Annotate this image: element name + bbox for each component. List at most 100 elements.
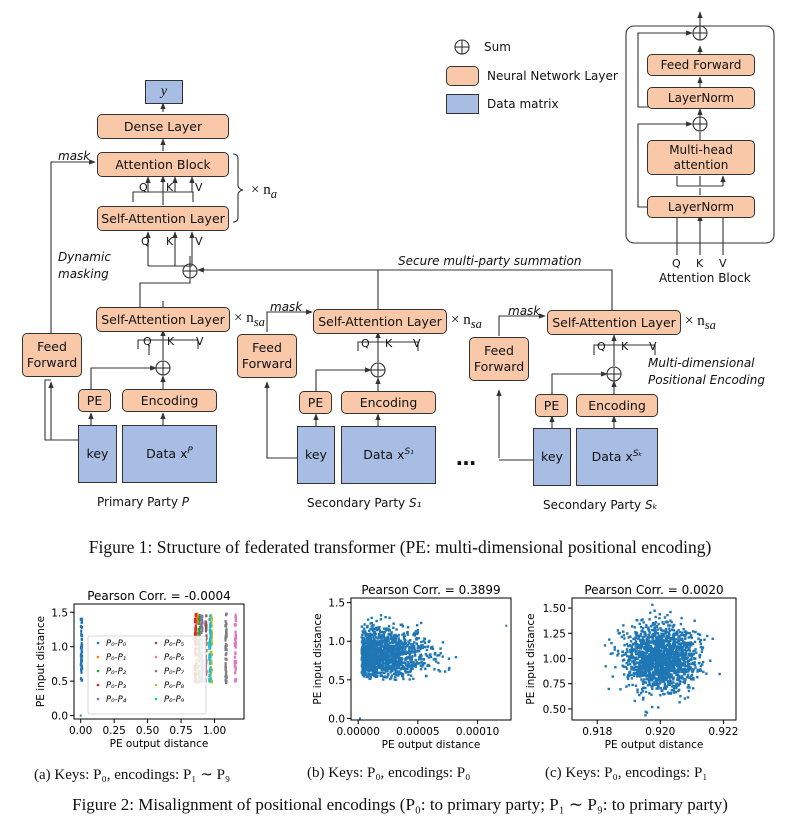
point [383, 638, 386, 642]
point [633, 666, 637, 669]
point [80, 670, 83, 674]
point [406, 661, 409, 664]
pk-data: Data xSₖ [576, 428, 658, 486]
point [654, 659, 657, 662]
point [208, 678, 211, 682]
point [650, 659, 653, 663]
point [667, 649, 670, 652]
point [628, 655, 631, 659]
legend-dm-label: Data matrix [487, 97, 559, 111]
point [403, 640, 407, 644]
point [407, 673, 410, 676]
pk-feed-forward: Feed Forward [469, 337, 529, 381]
point [368, 661, 372, 664]
point [667, 657, 670, 660]
point [372, 632, 376, 635]
point [642, 696, 645, 700]
point [657, 622, 660, 626]
p2-mask-label: mask [270, 300, 303, 314]
point [698, 654, 701, 657]
point [366, 645, 370, 648]
point [672, 647, 676, 650]
point [205, 627, 208, 631]
point [660, 675, 663, 679]
point [373, 675, 377, 678]
point [431, 645, 434, 649]
point [401, 674, 404, 677]
point [667, 627, 671, 630]
point [387, 651, 390, 655]
point [416, 662, 419, 665]
point [651, 640, 655, 644]
point [392, 626, 395, 629]
point [646, 636, 649, 639]
point [396, 660, 399, 664]
point [675, 662, 678, 666]
point [645, 662, 648, 666]
point [225, 643, 228, 647]
point [643, 630, 646, 634]
point [638, 665, 642, 668]
point [371, 666, 375, 669]
point [642, 651, 645, 654]
point [661, 645, 665, 648]
point [653, 675, 656, 678]
point [630, 655, 634, 658]
point [664, 620, 667, 624]
point [657, 661, 660, 665]
point [406, 626, 410, 629]
point [234, 677, 237, 681]
point [655, 646, 659, 649]
point [656, 648, 660, 651]
point [413, 650, 416, 653]
point [419, 646, 423, 649]
point [639, 634, 642, 637]
point [659, 694, 662, 697]
point [391, 656, 394, 659]
point [643, 646, 646, 649]
point [210, 638, 213, 642]
y-tick-label: 0.75 [543, 679, 566, 691]
point [625, 643, 629, 646]
point [360, 658, 364, 661]
point [381, 653, 385, 656]
point [675, 638, 678, 641]
point [666, 668, 669, 671]
point [224, 672, 228, 676]
point [648, 683, 651, 687]
point [645, 652, 648, 655]
chart-0-frame [73, 603, 245, 720]
point [654, 643, 658, 646]
p2-times-sub: sa [470, 317, 482, 331]
point [378, 665, 381, 669]
point [680, 676, 684, 680]
point [381, 639, 384, 642]
point [672, 652, 676, 655]
point [369, 677, 372, 680]
point [683, 669, 686, 673]
point [647, 636, 651, 639]
point [661, 621, 664, 624]
point [647, 655, 650, 658]
point [647, 656, 650, 660]
point [685, 656, 688, 660]
point [666, 624, 670, 627]
point [674, 683, 678, 686]
point [380, 659, 383, 663]
point [673, 670, 676, 673]
point [364, 633, 367, 637]
legend-sum-label: Sum [484, 40, 511, 54]
point [677, 678, 680, 681]
point [375, 667, 378, 671]
point [401, 649, 404, 652]
point [426, 664, 429, 667]
point [692, 662, 695, 666]
q-label-top1: Q [139, 181, 148, 194]
point [370, 660, 374, 664]
chart-1-xlabel: PE output distance [382, 739, 481, 751]
point [397, 672, 401, 676]
point [406, 670, 410, 674]
point [373, 673, 376, 676]
point [640, 652, 644, 655]
point [709, 659, 712, 663]
